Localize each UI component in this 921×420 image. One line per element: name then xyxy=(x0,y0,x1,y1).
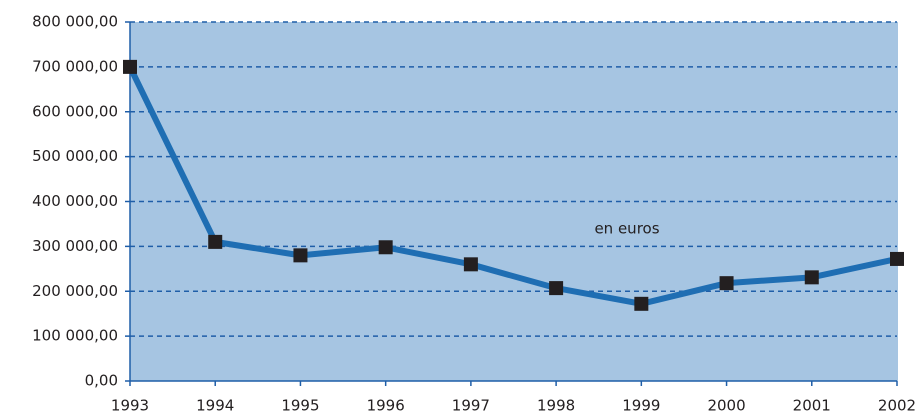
y-tick-label: 200 000,00 xyxy=(32,282,118,300)
line xyxy=(127,65,898,307)
x-tick-label: 1998 xyxy=(537,397,575,415)
x-tick-label: 1997 xyxy=(452,397,490,415)
y-tick-label: 800 000,00 xyxy=(32,13,118,31)
marker xyxy=(208,234,223,249)
annotation: en euros xyxy=(594,220,659,238)
x-tick-label: 1994 xyxy=(196,397,234,415)
y-tick-label: 300 000,00 xyxy=(32,237,118,255)
x-tick-label: 1993 xyxy=(111,397,149,415)
marker xyxy=(890,251,904,266)
x-tick-label: 1995 xyxy=(281,397,319,415)
marker xyxy=(719,276,734,291)
y-tick-label: 100 000,00 xyxy=(32,327,118,345)
marker xyxy=(549,281,564,296)
y-tick-label: 500 000,00 xyxy=(32,147,118,165)
x-tick-label: 2001 xyxy=(793,397,831,415)
x-tick-label: 1999 xyxy=(622,397,660,415)
y-tick-label: 700 000,00 xyxy=(32,57,118,75)
y-tick-label: 600 000,00 xyxy=(32,102,118,120)
marker xyxy=(804,270,819,285)
x-tick-label: 2002 xyxy=(878,397,916,415)
marker xyxy=(463,257,478,272)
y-tick-label: 0,00 xyxy=(85,372,118,390)
marker xyxy=(634,296,649,311)
x-tick-label: 1996 xyxy=(367,397,405,415)
y-tick-label: 400 000,00 xyxy=(32,192,118,210)
marker xyxy=(378,240,393,255)
x-tick-label: 2000 xyxy=(707,397,745,415)
marker xyxy=(293,248,308,263)
marker xyxy=(123,59,137,74)
